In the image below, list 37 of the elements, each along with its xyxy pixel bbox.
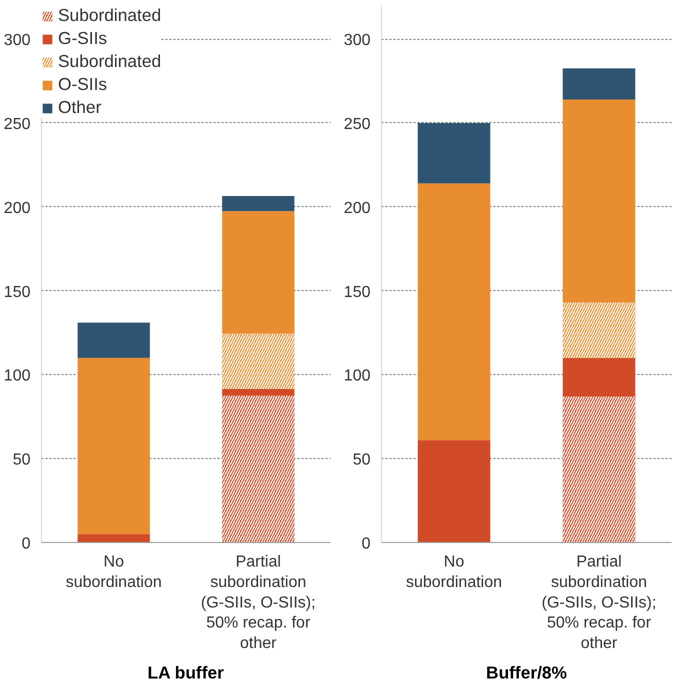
bar — [222, 196, 294, 212]
bar — [78, 358, 150, 534]
text: LA buffer — [148, 662, 224, 682]
y-tick-label: 250 — [4, 116, 31, 133]
y-tick-label: 250 — [344, 116, 371, 133]
y-tick-label: 150 — [344, 284, 371, 301]
bar — [562, 68, 636, 100]
bar — [418, 440, 490, 542]
y-tick-label: 300 — [344, 32, 371, 50]
y-tick-label: 50 — [352, 452, 371, 469]
legend-label: O-SIIs — [58, 74, 108, 95]
bar — [222, 388, 294, 396]
x-tick-label: Partial subordination (G-SIIs, O-SIIs); 50% recap. for other — [542, 554, 656, 652]
bar — [418, 122, 490, 184]
bar — [78, 322, 150, 358]
bar — [78, 534, 150, 542]
text: Buffer/8% — [486, 662, 567, 682]
y-tick-label: 0 — [362, 536, 371, 552]
x-tick-label: No subordination — [406, 554, 502, 591]
bar — [562, 358, 636, 397]
bar — [418, 183, 490, 440]
bar — [562, 99, 636, 303]
y-tick-label: 100 — [344, 368, 371, 385]
y-tick-label: 200 — [344, 200, 371, 217]
y-tick-label: 50 — [12, 452, 31, 469]
legend-label: G-SIIs — [58, 28, 108, 49]
legend-label: Subordinated — [58, 5, 162, 26]
y-tick-label: 150 — [4, 284, 31, 301]
x-tick-label: No subordination — [66, 554, 162, 591]
legend-label: Subordinated — [58, 51, 162, 72]
legend-label: Other — [58, 97, 102, 118]
bar — [222, 211, 294, 334]
y-tick-label: 300 — [4, 32, 31, 50]
y-tick-label: 200 — [4, 200, 31, 217]
y-tick-label: 0 — [22, 536, 31, 552]
x-tick-label: Partial subordination (G-SIIs, O-SIIs); 50% recap. for other — [200, 554, 316, 652]
y-tick-label: 100 — [4, 368, 31, 385]
